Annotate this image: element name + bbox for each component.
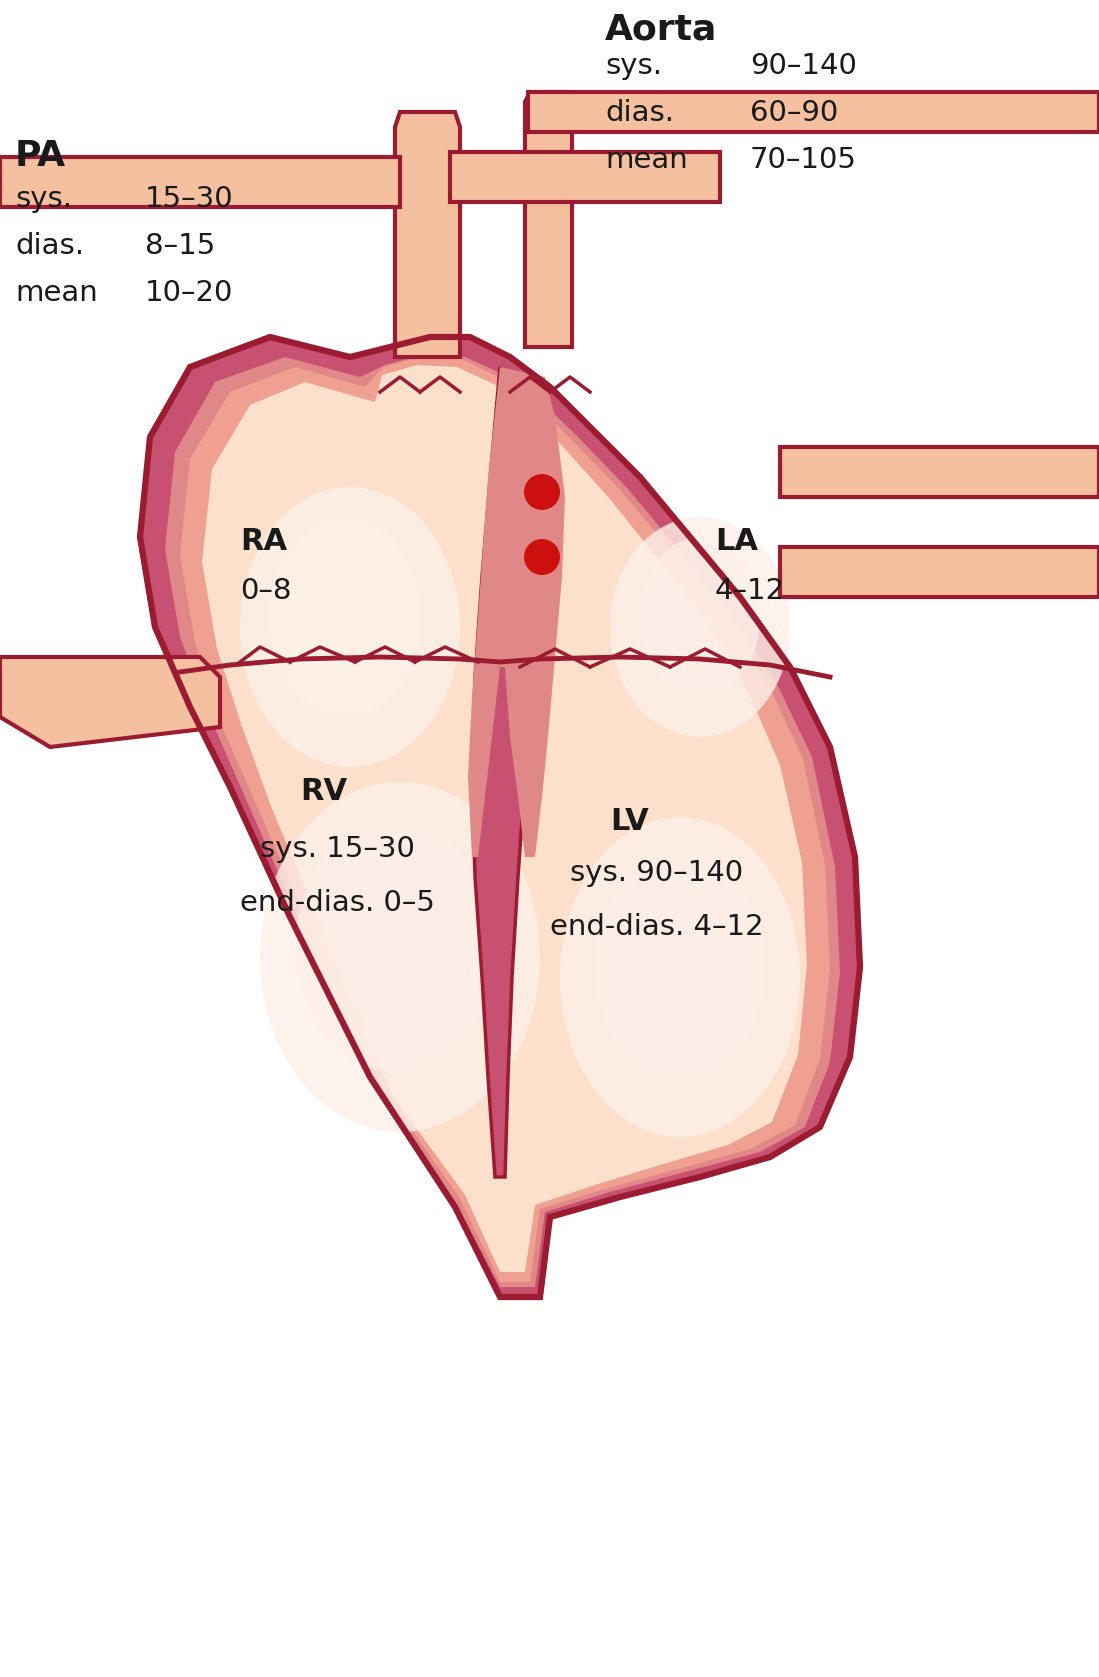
Ellipse shape: [640, 537, 761, 698]
Text: Aorta: Aorta: [606, 12, 718, 45]
Polygon shape: [780, 448, 1099, 496]
Text: 90–140: 90–140: [750, 52, 857, 80]
Polygon shape: [528, 92, 1099, 132]
Polygon shape: [165, 356, 840, 1286]
Circle shape: [524, 538, 560, 575]
Ellipse shape: [595, 852, 765, 1082]
Text: 8–15: 8–15: [145, 231, 215, 260]
Text: 70–105: 70–105: [750, 146, 857, 174]
Polygon shape: [0, 657, 220, 746]
Polygon shape: [780, 547, 1099, 597]
Polygon shape: [202, 366, 807, 1271]
Text: sys.: sys.: [15, 184, 73, 213]
Text: 4–12: 4–12: [715, 577, 785, 605]
Polygon shape: [0, 158, 400, 206]
Polygon shape: [140, 337, 861, 1296]
Text: mean: mean: [606, 146, 688, 174]
Text: 15–30: 15–30: [145, 184, 234, 213]
Text: dias.: dias.: [15, 231, 84, 260]
Text: PA: PA: [15, 139, 66, 173]
Text: 60–90: 60–90: [750, 99, 839, 127]
Polygon shape: [449, 153, 720, 201]
Text: mean: mean: [15, 278, 98, 307]
Text: RV: RV: [300, 776, 347, 807]
Text: LA: LA: [715, 527, 758, 557]
Text: 0–8: 0–8: [240, 577, 291, 605]
Ellipse shape: [610, 517, 790, 736]
Circle shape: [524, 475, 560, 510]
Ellipse shape: [560, 817, 800, 1137]
Text: 10–20: 10–20: [145, 278, 233, 307]
Ellipse shape: [270, 517, 420, 718]
Polygon shape: [468, 367, 565, 857]
Polygon shape: [395, 112, 460, 357]
Polygon shape: [180, 357, 830, 1281]
Text: dias.: dias.: [606, 99, 674, 127]
Ellipse shape: [260, 781, 540, 1132]
Text: sys.: sys.: [606, 52, 662, 80]
Polygon shape: [525, 92, 571, 347]
Text: LV: LV: [610, 807, 648, 837]
Text: RA: RA: [240, 527, 287, 557]
Text: sys. 90–140: sys. 90–140: [570, 859, 743, 887]
Polygon shape: [471, 367, 535, 1177]
Text: end-dias. 4–12: end-dias. 4–12: [550, 912, 764, 941]
Ellipse shape: [240, 486, 460, 766]
Text: end-dias. 0–5: end-dias. 0–5: [240, 889, 435, 917]
Text: sys. 15–30: sys. 15–30: [260, 835, 415, 864]
Ellipse shape: [295, 822, 495, 1072]
